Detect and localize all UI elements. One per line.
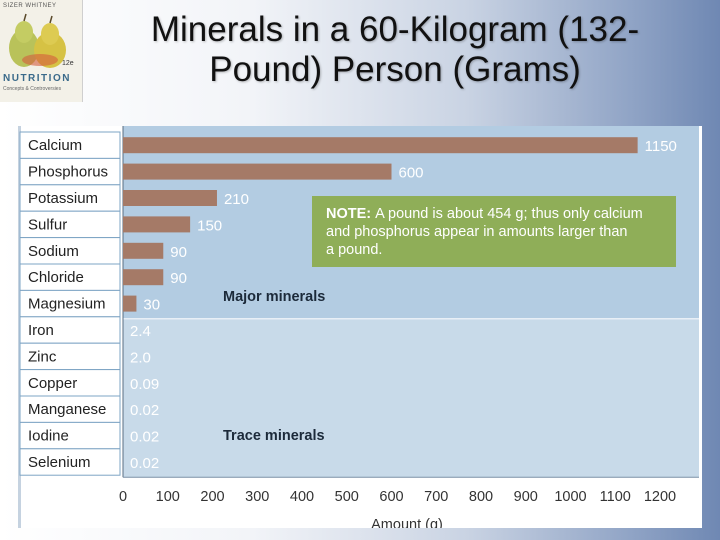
x-tick-label: 1000 <box>554 489 586 505</box>
category-label: Manganese <box>28 401 106 418</box>
x-tick-label: 1200 <box>644 489 676 505</box>
category-cell <box>19 369 121 397</box>
bar-value-label: 1150 <box>645 138 677 155</box>
x-tick-label: 300 <box>245 489 269 505</box>
bar-value-label: 90 <box>170 244 187 261</box>
category-label: Sodium <box>28 243 79 260</box>
bar <box>123 295 137 312</box>
bar <box>123 163 392 180</box>
category-cell <box>19 448 121 476</box>
slide-title-line-1: Minerals in a 60-Kilogram (132- <box>150 10 640 49</box>
x-tick-label: 900 <box>514 489 538 505</box>
category-label: Phosphorus <box>28 164 108 181</box>
bar <box>123 190 217 206</box>
category-cell <box>19 210 121 239</box>
category-label: Magnesium <box>28 296 106 313</box>
x-tick-label: 1100 <box>600 489 631 505</box>
bar-value-label: 30 <box>143 297 160 314</box>
x-tick-label: 0 <box>119 489 127 505</box>
bar-value-label: 600 <box>399 165 424 182</box>
book-brand: NUTRITION <box>3 73 71 84</box>
slide-title: Minerals in a 60-Kilogram (132- Pound) P… <box>100 10 690 90</box>
note-box <box>312 196 676 267</box>
category-cell <box>19 131 121 159</box>
category-cell <box>19 157 121 186</box>
category-cell <box>19 263 121 291</box>
category-label: Iron <box>28 322 54 339</box>
category-label: Chloride <box>28 269 84 286</box>
bar <box>123 269 164 286</box>
category-label: Iodine <box>28 428 69 445</box>
bar-value-label: 210 <box>224 191 249 208</box>
chart-svg: Calcium Phosphorus Potassium Sulfur Sodium Ch… <box>18 126 702 533</box>
pears-illustration <box>9 13 66 68</box>
book-cover-thumbnail: SIZER WHITNEY 12e NUTRITION Concepts & C… <box>0 0 83 102</box>
minerals-bar-chart: Calcium Phosphorus Potassium Sulfur Sodium Ch… <box>18 126 702 533</box>
x-tick-label: 700 <box>424 489 448 505</box>
bar <box>123 216 191 233</box>
group-label-major: Major minerals <box>223 289 325 305</box>
x-axis-label: Amount (g) <box>371 517 443 528</box>
bar-value-label: 90 <box>170 270 187 287</box>
category-cell <box>19 184 121 212</box>
x-tick-label: 400 <box>290 489 314 505</box>
bar-value-label: 2.4 <box>130 323 151 340</box>
bar <box>123 242 164 259</box>
x-tick-label: 500 <box>335 489 359 505</box>
note-prefix: NOTE: <box>326 206 375 222</box>
category-cell <box>19 421 121 450</box>
x-tick-label: 200 <box>200 489 224 505</box>
group-label-trace: Trace minerals <box>223 428 325 444</box>
category-label: Calcium <box>28 137 82 154</box>
bar-value-label: 0.09 <box>130 376 159 393</box>
category-label: Copper <box>28 375 77 392</box>
book-authors: SIZER WHITNEY <box>3 3 57 9</box>
note-line: and phosphorus appear in amounts larger … <box>326 224 627 240</box>
category-cell <box>19 237 121 265</box>
category-label: Sulfur <box>28 216 67 233</box>
category-cell <box>19 342 121 371</box>
bar <box>123 137 638 154</box>
category-cell <box>19 316 121 344</box>
category-label: Zinc <box>28 348 57 365</box>
category-label: Potassium <box>28 190 98 207</box>
bar-value-label: 0.02 <box>130 455 159 472</box>
book-subtitle: Concepts & Controversies <box>3 86 62 92</box>
category-cell <box>19 395 121 423</box>
note-text: A pound is about 454 g; thus only calciu… <box>375 206 643 222</box>
note-line: a pound. <box>326 242 382 258</box>
note-line: NOTE: A pound is about 454 g; thus only … <box>326 206 643 222</box>
category-cell <box>19 289 121 318</box>
book-edition: 12e <box>62 60 74 67</box>
category-label: Selenium <box>28 454 91 471</box>
x-tick-label: 800 <box>469 489 493 505</box>
x-tick-label: 600 <box>379 489 403 505</box>
bar-value-label: 150 <box>197 217 222 234</box>
slide-title-line-2: Pound) Person (Grams) <box>209 50 581 89</box>
bar-value-label: 0.02 <box>130 402 159 419</box>
trace-minerals-region <box>123 318 699 478</box>
bar-value-label: 2.0 <box>130 349 151 366</box>
bar-value-label: 0.02 <box>130 429 159 446</box>
x-tick-label: 100 <box>156 489 180 505</box>
